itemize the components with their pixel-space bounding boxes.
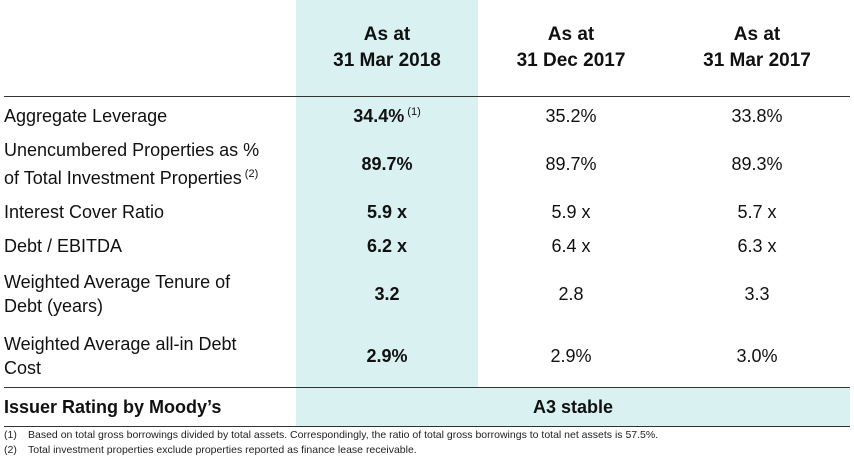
cell-mar-2018: 3.2 (296, 263, 478, 325)
header-col-mar-2017-line1: As at (733, 24, 781, 45)
row-label: Unencumbered Properties as % of Total In… (4, 133, 296, 195)
row-label: Aggregate Leverage (4, 97, 296, 134)
rating-label: Issuer Rating by Moody’s (4, 387, 296, 427)
footnote-item: (2) Total investment properties exclude … (4, 443, 850, 458)
footnote-ref: (2) (244, 168, 259, 180)
row-label-line2-wrap: of Total Investment Properties (2) (4, 162, 296, 190)
table-row-aggregate-leverage: Aggregate Leverage 34.4% (1) 35.2% 33.8% (4, 96, 850, 134)
row-label-line2: Cost (4, 358, 42, 378)
table-row-unencumbered-properties: Unencumbered Properties as % of Total In… (4, 133, 850, 195)
row-label-line2: Debt (years) (4, 296, 104, 316)
cell-mar-2018: 6.2 x (296, 229, 478, 263)
table-row-issuer-rating: Issuer Rating by Moody’s A3 stable (4, 387, 850, 427)
row-label-line1: Weighted Average Tenure of (4, 272, 231, 292)
row-label-line1: Weighted Average all-in Debt (4, 334, 237, 354)
footnote-number: (2) (4, 444, 17, 456)
row-label: Weighted Average all-in Debt Cost (4, 325, 296, 388)
footnote-number: (1) (4, 429, 17, 441)
table-row-all-in-debt-cost: Weighted Average all-in Debt Cost 2.9% 2… (4, 325, 850, 388)
row-label-line1: Unencumbered Properties as % (4, 140, 260, 160)
cell-mar-2018: 34.4% (1) (296, 96, 478, 133)
cell-dec-2017: 35.2% (545, 105, 597, 126)
header-col-mar-2017-line2: 31 Mar 2017 (703, 50, 811, 71)
cell-value: 34.4% (353, 105, 405, 126)
footnote-item: (1) Based on total gross borrowings divi… (4, 428, 850, 443)
cell-dec-2017: 89.7% (545, 153, 597, 174)
cell-mar-2017: 3.3 (744, 283, 770, 304)
cell-dec-2017: 5.9 x (551, 201, 591, 222)
cell-mar-2017: 33.8% (731, 105, 783, 126)
header-col-dec-2017-line1: As at (547, 24, 595, 45)
cell-mar-2018: 89.7% (296, 133, 478, 195)
rating-value: A3 stable (296, 387, 850, 427)
header-col-dec-2017-line2: 31 Dec 2017 (516, 50, 626, 71)
header-col-mar-2017: As at 31 Mar 2017 (664, 0, 850, 97)
cell-mar-2017: 5.7 x (737, 201, 777, 222)
header-col-mar-2018: As at 31 Mar 2018 (296, 0, 478, 97)
table-header-row: As at 31 Mar 2018 As at 31 Dec 2017 As a… (4, 0, 850, 97)
row-label-text: Aggregate Leverage (4, 106, 168, 126)
footnote-text: Based on total gross borrowings divided … (28, 429, 659, 441)
cell-dec-2017: 6.4 x (551, 235, 591, 256)
cell-mar-2017: 89.3% (731, 153, 783, 174)
header-col-mar-2018-line2: 31 Mar 2018 (333, 50, 441, 71)
row-label-line2: of Total Investment Properties (4, 168, 242, 188)
header-col-dec-2017: As at 31 Dec 2017 (478, 0, 664, 97)
cell-mar-2017: 3.0% (736, 345, 778, 366)
cell-mar-2018: 2.9% (296, 325, 478, 388)
key-financial-metrics-table: As at 31 Mar 2018 As at 31 Dec 2017 As a… (4, 0, 850, 427)
table-row-interest-cover-ratio: Interest Cover Ratio 5.9 x 5.9 x 5.7 x (4, 195, 850, 229)
footnote-text: Total investment properties exclude prop… (28, 444, 417, 456)
cell-mar-2017: 6.3 x (737, 235, 777, 256)
table-row-debt-ebitda: Debt / EBITDA 6.2 x 6.4 x 6.3 x (4, 229, 850, 263)
cell-mar-2018: 5.9 x (296, 195, 478, 229)
header-empty-cell (4, 0, 296, 97)
cell-dec-2017: 2.9% (550, 345, 592, 366)
footnote-ref: (1) (407, 105, 421, 118)
header-col-mar-2018-line1: As at (363, 24, 411, 45)
footnotes: (1) Based on total gross borrowings divi… (4, 428, 850, 458)
table-row-weighted-average-tenure: Weighted Average Tenure of Debt (years) … (4, 263, 850, 325)
row-label: Debt / EBITDA (4, 236, 123, 256)
row-label: Weighted Average Tenure of Debt (years) (4, 263, 296, 325)
cell-dec-2017: 2.8 (558, 283, 584, 304)
row-label: Interest Cover Ratio (4, 202, 165, 222)
